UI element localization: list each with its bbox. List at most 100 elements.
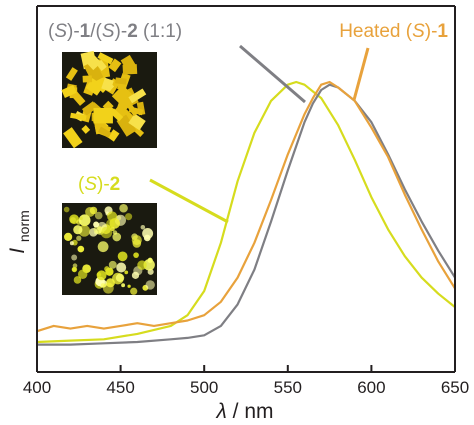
series-label-part: Heated (	[339, 21, 413, 42]
photo-insets	[61, 50, 157, 295]
x-tick-label: 400	[23, 378, 51, 397]
glowing-crystal	[124, 270, 129, 275]
glowing-crystal	[73, 276, 82, 284]
crystal-fragment	[82, 75, 93, 83]
y-axis-subscript: norm	[16, 210, 32, 242]
series-label-part: )-	[67, 21, 80, 42]
glowing-crystal	[71, 266, 78, 273]
x-tick-label: 450	[106, 378, 134, 397]
x-axis-symbol: λ	[215, 400, 226, 423]
series-label-part: 2	[110, 174, 121, 195]
glowing-crystal	[143, 234, 151, 242]
crystal-fragment	[120, 54, 136, 70]
glowing-crystal	[119, 203, 128, 213]
crystal-fragment	[65, 67, 78, 81]
glowing-crystal	[127, 284, 131, 288]
glowing-crystal	[106, 219, 115, 229]
crystal-fragment	[128, 113, 146, 131]
leader-heated	[352, 47, 370, 101]
series-line-s2	[36, 80, 456, 344]
glowing-crystal	[104, 266, 110, 272]
axes: 400 450 500 550 600 650	[23, 5, 469, 397]
x-ticks: 400 450 500 550 600 650	[23, 365, 469, 397]
series-label-part: S	[102, 21, 115, 42]
series-label-part: 2	[127, 21, 138, 42]
crystal-fragment	[81, 125, 91, 134]
glowing-crystal	[116, 262, 127, 273]
photo-s1-crystals	[61, 50, 157, 149]
crystal-fragment	[116, 114, 137, 137]
glowing-crystal	[145, 280, 155, 290]
crystal-fragment	[83, 60, 104, 83]
crystal-fragment	[63, 127, 83, 149]
glowing-crystal	[125, 213, 133, 221]
crystal-fragment	[123, 97, 139, 117]
series-label-part: 1	[80, 21, 91, 42]
series-lines	[36, 80, 456, 346]
series-label-part: )-	[115, 21, 128, 42]
series-label-heated: Heated (S)-1	[339, 21, 448, 42]
series-line-mix	[37, 83, 456, 346]
series-line-heated	[36, 80, 456, 333]
glowing-crystal	[97, 241, 109, 253]
crystal-fragment	[61, 84, 77, 98]
glowing-crystal	[102, 282, 114, 294]
glowing-crystal	[85, 206, 95, 217]
glowing-crystal	[69, 241, 74, 246]
glowing-crystal	[93, 221, 100, 228]
glowing-crystal	[100, 226, 113, 239]
crystal-fragment	[108, 58, 122, 73]
crystal-fragment	[128, 88, 147, 104]
glowing-crystal	[130, 287, 138, 295]
series-label-part: )-	[97, 174, 110, 195]
glowing-crystal	[143, 259, 155, 271]
crystal-fragment	[101, 77, 114, 92]
crystal-fragment	[85, 78, 104, 96]
photo-s2-crystals	[62, 203, 157, 295]
glowing-crystal	[137, 260, 147, 270]
series-label-part: (	[48, 21, 55, 42]
photo-s1-yellow-crystals	[61, 50, 147, 149]
crystal-fragment	[81, 101, 98, 116]
glowing-crystal	[96, 270, 107, 281]
leader-mix	[239, 44, 306, 104]
glowing-crystal	[71, 254, 78, 261]
crystal-fragment	[109, 108, 124, 122]
crystal-fragment	[86, 55, 102, 71]
glowing-crystal	[77, 269, 88, 279]
series-label-part: )-	[425, 21, 438, 42]
series-label-part: 1	[437, 21, 448, 42]
glowing-crystal	[76, 235, 82, 241]
y-axis-title: I norm	[6, 210, 32, 254]
series-label-s2: (S)-2	[78, 174, 120, 195]
glowing-crystal	[115, 273, 125, 282]
x-axis-title: λ / nm	[215, 400, 273, 423]
crystal-fragment	[97, 126, 112, 139]
series-label-part: S	[54, 21, 67, 42]
glowing-crystal	[131, 235, 142, 246]
series-label-part: (	[78, 174, 85, 195]
leader-s2	[149, 178, 229, 224]
glowing-crystal	[107, 211, 118, 222]
glowing-crystal	[108, 260, 117, 269]
glowing-crystal	[140, 224, 146, 230]
glowing-crystal	[63, 206, 70, 213]
glowing-crystal	[64, 232, 73, 242]
label-leader-lines	[149, 44, 370, 224]
x-tick-label: 600	[357, 378, 385, 397]
crystal-fragment	[97, 52, 114, 65]
series-label-mix: (S)-1/(S)-2 (1:1)	[48, 21, 182, 42]
crystal-fragment	[115, 77, 127, 85]
glowing-crystal	[117, 251, 128, 262]
glowing-crystal	[79, 216, 83, 221]
x-tick-label: 500	[190, 378, 218, 397]
series-label-part: S	[412, 21, 425, 42]
crystal-fragment	[107, 129, 120, 142]
glowing-crystal	[77, 245, 85, 253]
crystal-fragment	[93, 107, 113, 124]
glowing-crystal	[133, 252, 139, 258]
crystal-fragment	[70, 112, 87, 121]
series-label-part: /(	[90, 21, 102, 42]
glowing-crystal	[112, 232, 122, 242]
series-label-part: (1:1)	[138, 21, 182, 42]
